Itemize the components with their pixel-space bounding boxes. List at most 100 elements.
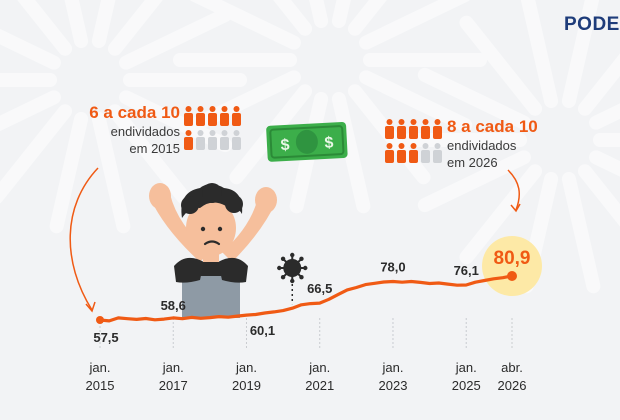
background-ray (561, 0, 600, 109)
background-ray (0, 90, 61, 132)
tick-label-month: abr. (501, 360, 523, 375)
chart-annotations (277, 252, 308, 305)
value-label: 58,6 (161, 298, 186, 313)
debt-chart: 57,558,660,166,578,0 76,180,9 jan.2015jan… (86, 236, 542, 393)
background-ray (577, 53, 620, 116)
person-icon (184, 130, 193, 150)
person-icon (397, 143, 406, 163)
background-ray (459, 15, 543, 116)
background-ray (520, 0, 559, 109)
value-label: 60,1 (250, 323, 275, 338)
stat-label-2026: endividados (447, 138, 517, 153)
background-ray (107, 104, 191, 205)
person-icon (196, 130, 205, 150)
person-icon (409, 119, 418, 139)
stat-ratio-2026: 8 a cada 10 (447, 117, 538, 136)
start-point (96, 316, 104, 324)
background-ray (331, 0, 351, 29)
background-ray (273, 0, 313, 36)
stat-year-2015: em 2015 (129, 141, 180, 156)
background-ray (190, 0, 301, 50)
tick-label-year: 2025 (452, 378, 481, 393)
stat-ratio-2015: 6 a cada 10 (89, 103, 180, 122)
background-ray (309, 0, 329, 29)
tick-label-year: 2026 (498, 378, 527, 393)
background-ray (64, 0, 89, 49)
background-ray (91, 0, 116, 49)
person-icon (433, 143, 442, 163)
stat-label-2015: endividados (110, 124, 180, 139)
callout-arrow-2026 (507, 169, 521, 211)
virus-icon (277, 252, 308, 284)
background-ray (577, 164, 620, 227)
background-ray (119, 90, 233, 153)
people-icons-2015 (184, 106, 241, 150)
person-icon (208, 130, 217, 150)
value-label: 80,9 (494, 248, 531, 269)
series-line (98, 274, 514, 323)
tick-label-month: jan. (89, 360, 111, 375)
stat-year-2026: em 2026 (447, 155, 498, 170)
person-icon (385, 119, 394, 139)
person-icon (421, 119, 430, 139)
tick-label-year: 2021 (305, 378, 334, 393)
worried-man-illustration (149, 183, 277, 318)
value-label: 76,1 (454, 263, 479, 278)
background-ray (417, 67, 531, 130)
background-ray (347, 0, 387, 36)
background-ray (589, 150, 620, 177)
background-ray (119, 7, 233, 70)
tick-label-year: 2019 (232, 378, 261, 393)
tick-label-month: jan. (381, 360, 403, 375)
background-ray (331, 91, 371, 214)
value-label: 57,5 (93, 330, 118, 345)
background-ray (91, 111, 131, 234)
person-icon (184, 106, 193, 126)
person-icon (421, 143, 430, 163)
background-ray (459, 164, 543, 265)
person-icon (385, 143, 394, 163)
background-ray (0, 104, 73, 204)
tick-label-month: jan. (308, 360, 330, 375)
tick-label-month: jan. (162, 360, 184, 375)
value-labels: 57,5 58,6 60,1 66,5 78,0 76,1 80,9 (93, 248, 530, 345)
money-bill-icon: $ $ (266, 122, 348, 162)
person-icon (232, 106, 241, 126)
background-ray (417, 150, 531, 213)
background-ray (0, 28, 61, 70)
background-ray (359, 70, 473, 133)
svg-text:$: $ (324, 135, 334, 152)
person-icon (220, 106, 229, 126)
callout-arrow-2015 (69, 167, 99, 311)
tick-label-year: 2015 (86, 378, 115, 393)
value-label: 78,0 (380, 259, 405, 274)
callout-arrow-head-2026 (510, 203, 521, 213)
stat-2026: 8 a cada 10 endividados em 2026 (447, 117, 557, 171)
person-icon (220, 130, 229, 150)
background-ray (359, 0, 470, 50)
stat-2015: 6 a cada 10 endividados em 2015 (84, 103, 180, 157)
tick-label-month: jan. (455, 360, 477, 375)
person-icon (409, 143, 418, 163)
person-icon (232, 130, 241, 150)
person-icon (397, 119, 406, 139)
people-icons-2026 (385, 119, 442, 163)
svg-text:$: $ (280, 137, 290, 154)
person-icon (196, 106, 205, 126)
tick-label-year: 2023 (379, 378, 408, 393)
background-ray (589, 103, 620, 130)
background-ray (17, 0, 73, 56)
value-label: 66,5 (307, 281, 332, 296)
highlight-circle (482, 236, 542, 296)
tick-label-year: 2017 (159, 378, 188, 393)
person-icon (433, 119, 442, 139)
data-points (96, 271, 517, 324)
callout-arrow-head-2015 (85, 301, 96, 313)
person-icon (208, 106, 217, 126)
tick-label-month: jan. (235, 360, 257, 375)
x-tick-labels: jan. 2015 jan. 2017 jan. 2019 jan. 2021 jan. 2023… (86, 360, 527, 393)
background-ray (107, 0, 163, 56)
x-tick-marks (99, 318, 513, 350)
end-point (507, 271, 517, 281)
